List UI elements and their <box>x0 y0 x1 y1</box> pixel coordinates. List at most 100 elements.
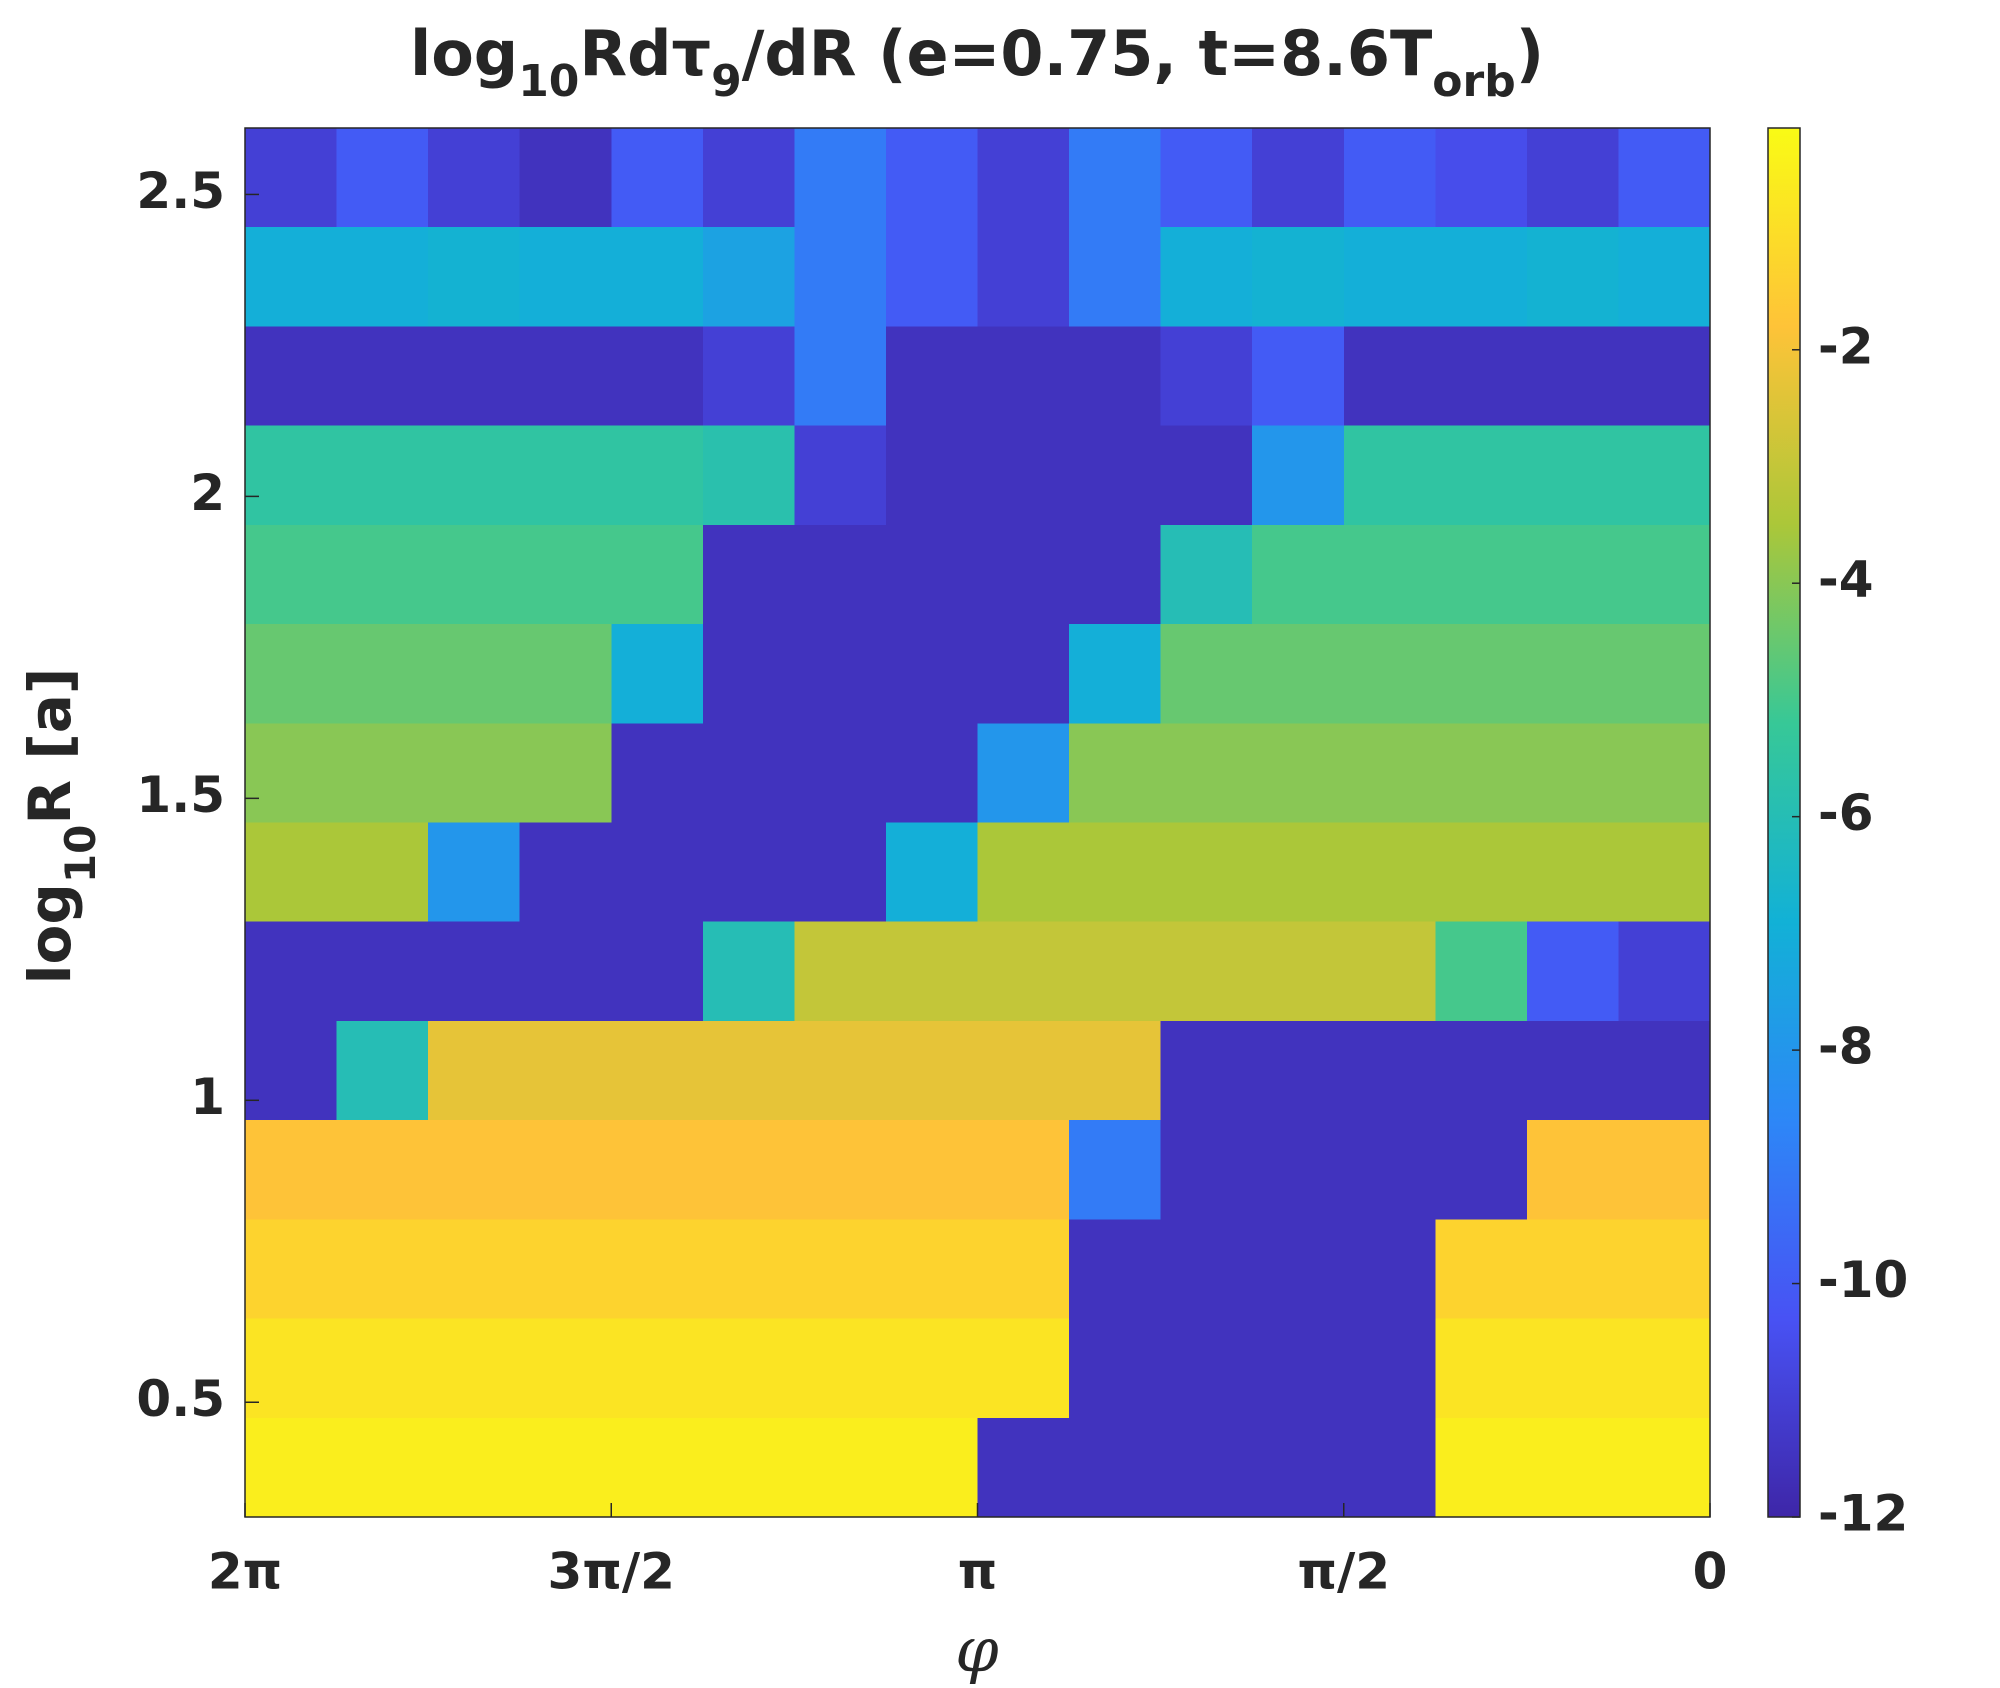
heatmap-cell <box>1618 921 1711 1022</box>
heatmap-cell <box>794 425 887 526</box>
heatmap-cell <box>519 921 612 1022</box>
heatmap-cell <box>1435 822 1528 923</box>
heatmap-cell <box>336 1020 429 1121</box>
heatmap-cell <box>1343 1219 1436 1320</box>
heatmap-cell <box>885 822 979 923</box>
heatmap-cell <box>1343 921 1436 1022</box>
heatmap-cell <box>245 326 338 427</box>
heatmap-cell <box>336 1417 429 1518</box>
heatmap-cell <box>428 723 521 824</box>
heatmap-cell <box>1343 524 1436 625</box>
heatmap-cell <box>1160 723 1253 824</box>
heatmap-cell <box>519 624 612 724</box>
colorbar-tick-label: -10 <box>1818 1251 1908 1309</box>
heatmap-cell <box>428 921 521 1022</box>
heatmap-cell <box>245 1318 338 1419</box>
heatmap-cell <box>1160 128 1253 228</box>
heatmap-cell <box>1252 1318 1345 1419</box>
heatmap-cell <box>702 723 795 824</box>
heatmap-cell <box>1160 1120 1253 1220</box>
heatmap-cell <box>702 921 795 1022</box>
heatmap-cell <box>1526 326 1620 427</box>
heatmap-cell <box>1343 1020 1436 1121</box>
heatmap-cell <box>336 1219 429 1320</box>
y-tick-label: 2.5 <box>136 162 225 220</box>
heatmap-cell <box>702 524 795 625</box>
colorbar-tick-label: -2 <box>1818 317 1874 375</box>
heatmap-cell <box>1435 1219 1528 1320</box>
heatmap-cell <box>611 524 704 625</box>
heatmap-cell <box>1435 1120 1528 1220</box>
heatmap-cell <box>611 1318 704 1419</box>
heatmap-cell <box>1343 425 1436 526</box>
heatmap-cell <box>1343 227 1436 328</box>
heatmap-cell <box>1435 1020 1528 1121</box>
heatmap-cell <box>1069 1417 1162 1518</box>
heatmap-cell <box>1526 1020 1620 1121</box>
heatmap-cell <box>245 128 338 228</box>
heatmap-cell <box>1526 1318 1620 1419</box>
heatmap-cell <box>336 723 429 824</box>
heatmap-cell <box>794 822 887 923</box>
heatmap-cell <box>1435 326 1528 427</box>
heatmap-cell <box>794 921 887 1022</box>
heatmap-cell <box>611 1417 704 1518</box>
heatmap-cell <box>702 1219 795 1320</box>
heatmap-cell <box>1618 1219 1711 1320</box>
heatmap-cell <box>336 1318 429 1419</box>
text-part: log <box>16 883 84 984</box>
heatmap-cell <box>794 128 887 228</box>
heatmap-cell <box>885 723 979 824</box>
text-part: Rdτ <box>579 17 711 90</box>
heatmap-cell <box>794 624 887 724</box>
heatmap-cell <box>977 1120 1070 1220</box>
heatmap-cell <box>885 1120 979 1220</box>
heatmap-cell <box>1435 128 1528 228</box>
heatmap-cell <box>1343 1318 1436 1419</box>
heatmap-cell <box>1069 1318 1162 1419</box>
heatmap-cell <box>702 326 795 427</box>
x-tick-label: π/2 <box>1297 1543 1390 1601</box>
heatmap-cell <box>245 1219 338 1320</box>
heatmap-cell <box>1526 723 1620 824</box>
heatmap-cell <box>885 624 979 724</box>
heatmap-cell <box>1435 425 1528 526</box>
heatmap-cell <box>428 822 521 923</box>
heatmap-cell <box>245 227 338 328</box>
heatmap-cell <box>428 425 521 526</box>
heatmap-cell <box>1252 1020 1345 1121</box>
heatmap-cell <box>245 624 338 724</box>
heatmap-cell <box>1252 822 1345 923</box>
colorbar-tick-label: -8 <box>1818 1018 1874 1076</box>
heatmap-cell <box>611 227 704 328</box>
subscript: 10 <box>56 825 105 883</box>
heatmap-cell <box>1618 624 1711 724</box>
heatmap-cell <box>1526 1417 1620 1518</box>
heatmap-cell <box>1069 524 1162 625</box>
heatmap-cell <box>1435 921 1528 1022</box>
heatmap-cell <box>336 1120 429 1220</box>
heatmap-cell <box>519 1120 612 1220</box>
heatmap-cell <box>1160 1417 1253 1518</box>
heatmap-cell <box>1069 921 1162 1022</box>
heatmap-cell <box>1343 1120 1436 1220</box>
heatmap-cell <box>1160 822 1253 923</box>
text-part: ) <box>1516 17 1544 90</box>
heatmap-cell <box>794 524 887 625</box>
heatmap-cell <box>1618 128 1711 228</box>
heatmap-cell <box>245 524 338 625</box>
heatmap-cell <box>794 723 887 824</box>
heatmap-cell <box>977 425 1070 526</box>
heatmap-cell <box>1069 1219 1162 1320</box>
heatmap-cell <box>336 524 429 625</box>
y-axis-label: log10R [a] <box>16 668 105 985</box>
heatmap-cell <box>794 1318 887 1419</box>
y-tick-label: 1.5 <box>136 766 225 824</box>
y-tick-label: 1 <box>190 1068 225 1126</box>
heatmap-cell <box>245 1020 338 1121</box>
heatmap-cell <box>519 227 612 328</box>
heatmap-cell <box>1618 1020 1711 1121</box>
heatmap-cell <box>245 723 338 824</box>
heatmap-cell <box>702 128 795 228</box>
